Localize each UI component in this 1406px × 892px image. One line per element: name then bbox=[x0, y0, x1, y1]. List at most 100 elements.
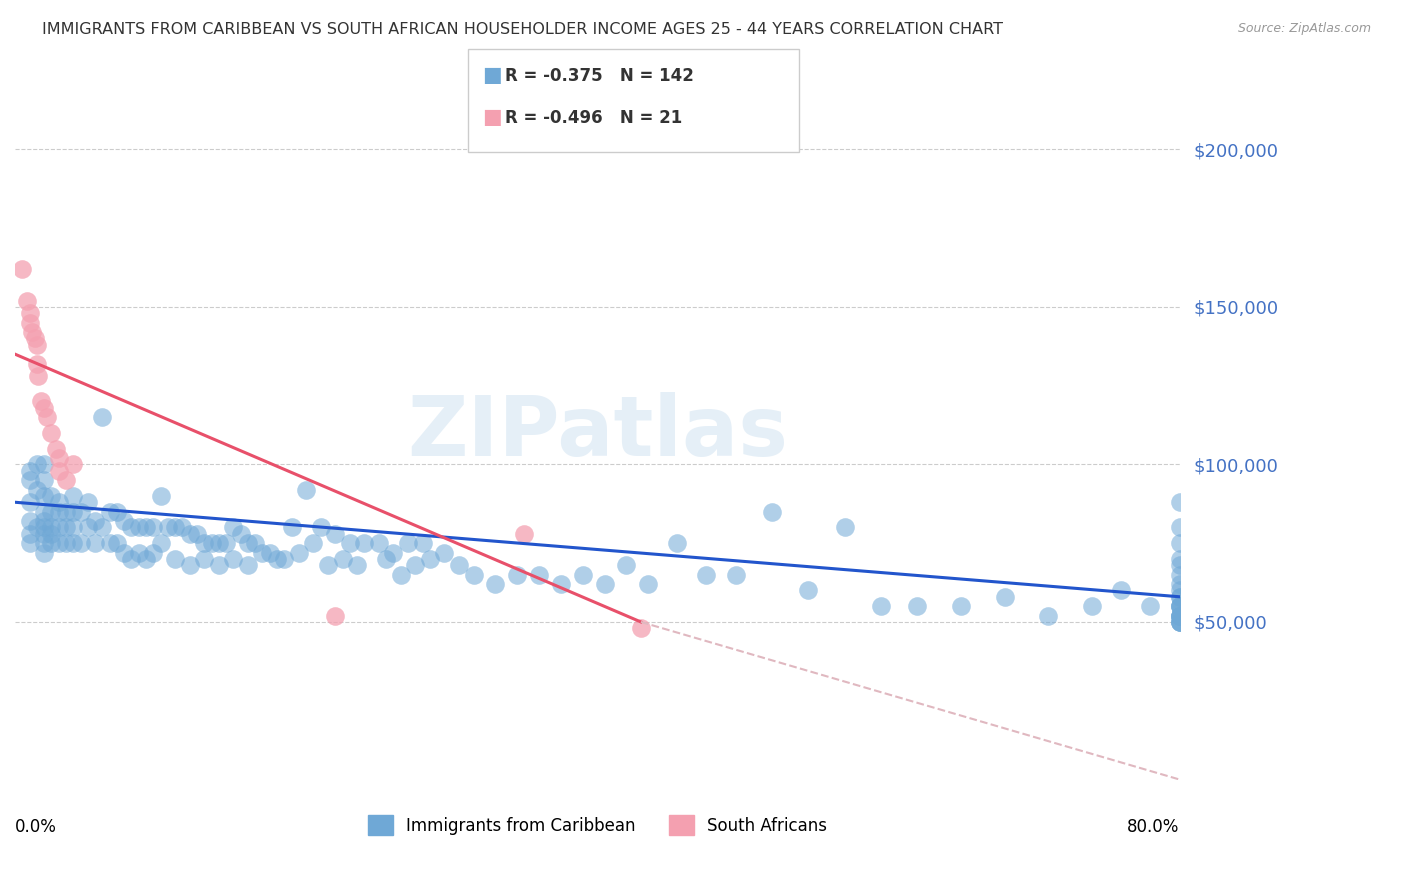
Point bbox=[1168, 558, 1191, 573]
Point bbox=[62, 520, 84, 534]
Point bbox=[994, 590, 1017, 604]
Point bbox=[62, 505, 84, 519]
Point bbox=[135, 552, 157, 566]
Point bbox=[433, 546, 456, 560]
Point bbox=[323, 526, 346, 541]
Point bbox=[91, 410, 114, 425]
Point bbox=[120, 520, 142, 534]
Point bbox=[666, 536, 689, 550]
Point bbox=[332, 552, 354, 566]
Point bbox=[76, 495, 98, 509]
Point bbox=[18, 495, 41, 509]
Text: ■: ■ bbox=[482, 107, 502, 127]
Point bbox=[55, 520, 77, 534]
Point bbox=[32, 473, 55, 487]
Point bbox=[797, 583, 820, 598]
Point bbox=[32, 514, 55, 528]
Point bbox=[62, 489, 84, 503]
Point bbox=[105, 505, 128, 519]
Point bbox=[1168, 577, 1191, 591]
Point bbox=[375, 552, 398, 566]
Point bbox=[32, 505, 55, 519]
Point bbox=[323, 608, 346, 623]
Point bbox=[1168, 583, 1191, 598]
Point bbox=[48, 505, 70, 519]
Point bbox=[30, 394, 52, 409]
Point bbox=[593, 577, 616, 591]
Text: R = -0.375   N = 142: R = -0.375 N = 142 bbox=[505, 67, 693, 85]
Point bbox=[25, 337, 48, 351]
Point bbox=[215, 536, 238, 550]
Text: 0.0%: 0.0% bbox=[15, 818, 56, 836]
Point bbox=[32, 458, 55, 472]
Point bbox=[120, 552, 142, 566]
Point bbox=[18, 464, 41, 478]
Point bbox=[630, 621, 652, 635]
Point bbox=[266, 552, 288, 566]
Point bbox=[41, 536, 63, 550]
Point bbox=[55, 536, 77, 550]
Point bbox=[950, 599, 973, 614]
Point bbox=[27, 369, 49, 384]
Point bbox=[1168, 615, 1191, 629]
Point bbox=[463, 567, 485, 582]
Point bbox=[1168, 608, 1191, 623]
Point bbox=[98, 536, 121, 550]
Point bbox=[1168, 590, 1191, 604]
Point bbox=[11, 262, 34, 277]
Point bbox=[35, 410, 58, 425]
Point bbox=[252, 546, 274, 560]
Point bbox=[48, 520, 70, 534]
Point bbox=[309, 520, 332, 534]
Point bbox=[506, 567, 529, 582]
Point bbox=[193, 536, 215, 550]
Point bbox=[18, 316, 41, 330]
Point bbox=[48, 464, 70, 478]
Point bbox=[1109, 583, 1132, 598]
Point bbox=[25, 458, 48, 472]
Point bbox=[45, 442, 67, 456]
Point bbox=[273, 552, 295, 566]
Point bbox=[193, 552, 215, 566]
Point bbox=[48, 495, 70, 509]
Point bbox=[222, 520, 245, 534]
Point bbox=[1168, 608, 1191, 623]
Point bbox=[527, 567, 550, 582]
Point bbox=[105, 536, 128, 550]
Point bbox=[41, 520, 63, 534]
Point bbox=[1168, 608, 1191, 623]
Point bbox=[179, 526, 201, 541]
Point bbox=[62, 536, 84, 550]
Point bbox=[1168, 590, 1191, 604]
Point bbox=[32, 401, 55, 415]
Point bbox=[243, 536, 266, 550]
Point bbox=[32, 536, 55, 550]
Point bbox=[236, 558, 259, 573]
Point bbox=[1168, 608, 1191, 623]
Point bbox=[208, 536, 231, 550]
Point bbox=[614, 558, 637, 573]
Point bbox=[396, 536, 419, 550]
Point bbox=[316, 558, 339, 573]
Point bbox=[142, 546, 165, 560]
Point bbox=[200, 536, 222, 550]
Point bbox=[1168, 536, 1191, 550]
Point bbox=[41, 425, 63, 440]
Point bbox=[165, 520, 187, 534]
Point bbox=[761, 505, 783, 519]
Point bbox=[571, 567, 593, 582]
Point bbox=[513, 526, 536, 541]
Point bbox=[346, 558, 368, 573]
Point bbox=[32, 489, 55, 503]
Point bbox=[142, 520, 165, 534]
Point bbox=[41, 489, 63, 503]
Point bbox=[229, 526, 252, 541]
Point bbox=[18, 536, 41, 550]
Point bbox=[18, 473, 41, 487]
Point bbox=[172, 520, 194, 534]
Point bbox=[1168, 520, 1191, 534]
Point bbox=[84, 514, 107, 528]
Text: Source: ZipAtlas.com: Source: ZipAtlas.com bbox=[1237, 22, 1371, 36]
Point bbox=[834, 520, 856, 534]
Point bbox=[76, 520, 98, 534]
